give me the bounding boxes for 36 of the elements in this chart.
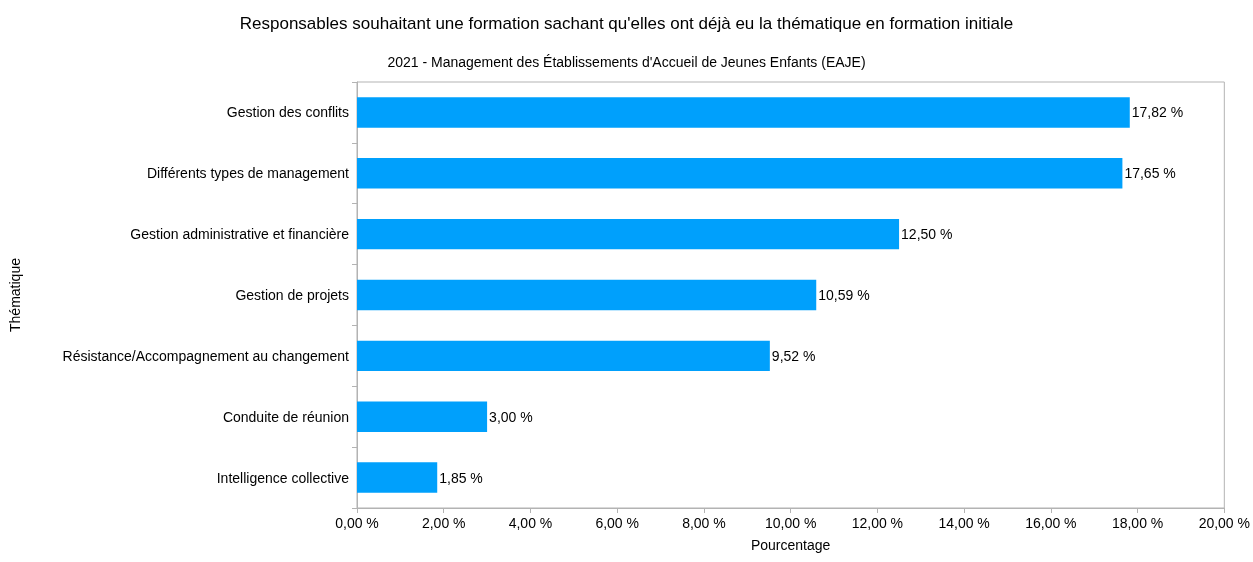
bar	[357, 158, 1123, 189]
x-axis-title: Pourcentage	[750, 537, 831, 553]
bar	[357, 97, 1130, 128]
x-tick-label: 4,00 %	[508, 515, 553, 531]
x-tick-label: 10,00 %	[764, 515, 817, 531]
x-tick-label: 6,00 %	[595, 515, 639, 531]
x-tick-label: 12,00 %	[851, 515, 904, 531]
bar	[357, 340, 770, 372]
data-label: 17,65 %	[1124, 165, 1176, 182]
y-tick-label: Gestion des conflits	[226, 104, 349, 121]
y-tick-label: Intelligence collective	[216, 469, 350, 486]
data-label: 10,59 %	[818, 287, 870, 303]
x-tick-label: 20,00 %	[1198, 515, 1250, 531]
data-label: 17,82 %	[1131, 104, 1184, 121]
y-tick-label: Conduite de réunion	[222, 408, 349, 425]
x-tick-label: 14,00 %	[938, 515, 990, 531]
data-label: 3,00 %	[489, 408, 533, 425]
x-tick-label: 0,00 %	[335, 515, 379, 531]
y-tick-label: Différents types de management	[146, 165, 350, 182]
x-tick-label: 2,00 %	[421, 515, 466, 531]
x-tick-label: 16,00 %	[1025, 515, 1077, 531]
chart-subtitle: 2021 - Management des Établissements d'Accueil de Jeunes Enfants (EAJE)	[387, 54, 866, 70]
bar	[357, 218, 900, 250]
bar	[357, 279, 817, 311]
y-tick-label: Gestion administrative et financière	[130, 226, 350, 243]
x-tick-label: 8,00 %	[682, 515, 726, 531]
y-tick-label: Résistance/Accompagnement au changement	[62, 347, 350, 364]
y-axis-title: Thématique	[7, 257, 23, 332]
y-tick-label: Gestion de projets	[235, 287, 349, 303]
data-label: 1,85 %	[439, 469, 483, 486]
bar	[357, 401, 488, 432]
chart-title: Responsables souhaitant une formation sachant qu'elles ont déjà eu la thématique en formation initiale	[239, 14, 1014, 33]
data-label: 12,50 %	[901, 226, 953, 243]
x-tick-label: 18,00 %	[1111, 515, 1164, 531]
bar	[357, 462, 438, 493]
data-label: 9,52 %	[771, 347, 816, 364]
